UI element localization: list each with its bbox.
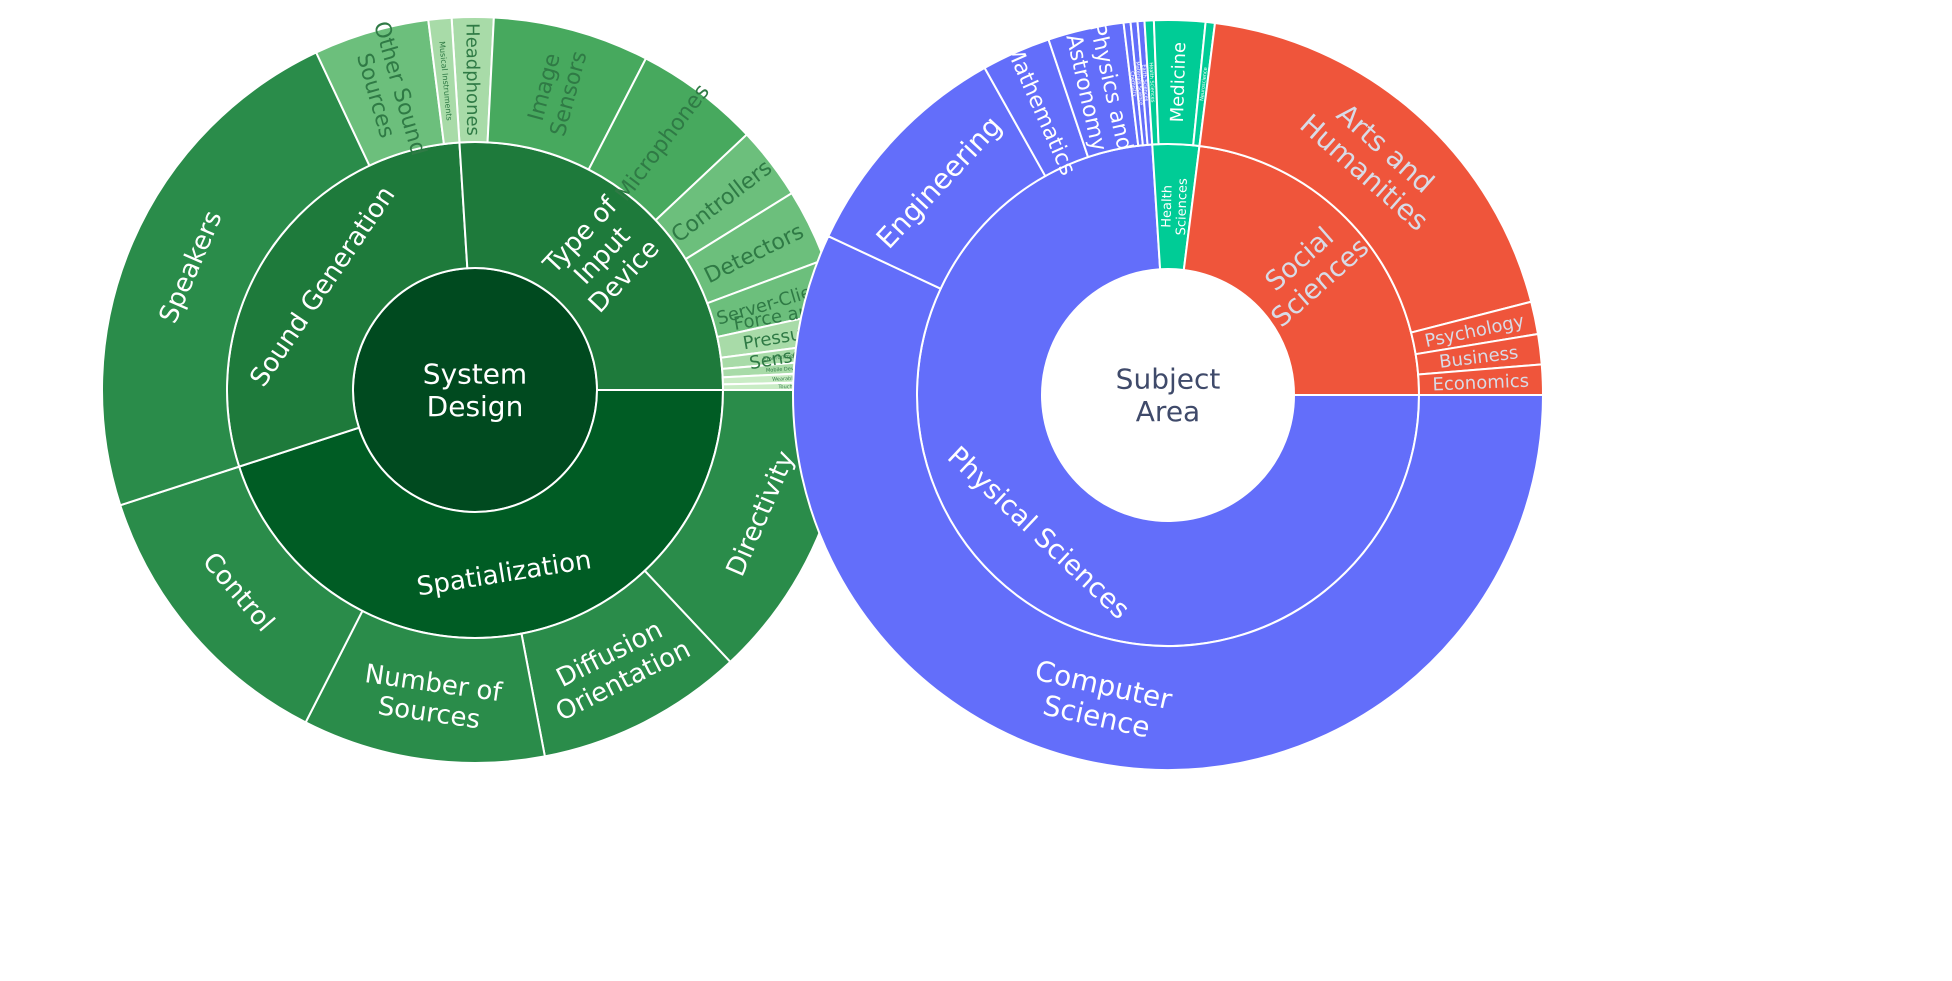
outer-label-environmental: Environmental xyxy=(763,352,805,362)
outer-segment-musical-instruments[interactable] xyxy=(427,16,461,146)
outer-label-economics: Economics xyxy=(1432,371,1529,396)
outer-label-materials-science: Materials Science xyxy=(1134,61,1144,105)
outer-label-medicine: Medicine xyxy=(1167,42,1191,123)
outer-segment-computer-science[interactable] xyxy=(792,234,1545,771)
outer-segment-arts-and-humanities[interactable] xyxy=(1198,21,1533,334)
inner-label-health-sciences: HealthSciences xyxy=(1159,177,1191,235)
outer-segment-economics[interactable] xyxy=(1417,363,1545,396)
root-label: System Design xyxy=(423,358,527,423)
outer-label-chemistry: Chemistry xyxy=(1129,71,1138,97)
outer-label-headphones: Headphones xyxy=(461,23,483,136)
outer-segment-speakers[interactable] xyxy=(101,51,371,507)
outer-label-touch: Touch xyxy=(777,384,792,390)
root-label: Subject Area xyxy=(1116,363,1221,428)
outer-label-health-sciences: Health Sciences xyxy=(1148,62,1156,103)
outer-label-neuroscience: Neuroscience xyxy=(1199,67,1209,101)
outer-label-earth-sciences: Earth Sciences xyxy=(1140,64,1149,102)
outer-label-mobile-devices: Mobile Devices xyxy=(766,365,804,374)
outer-label-wearables: Wearables xyxy=(772,376,799,383)
